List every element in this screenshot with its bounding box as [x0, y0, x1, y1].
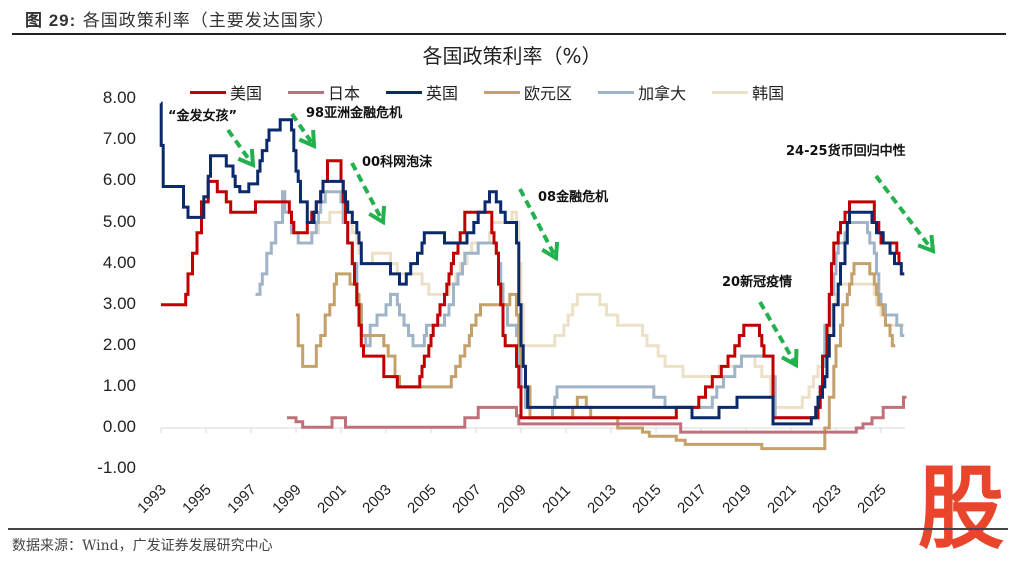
annotation-arrow: [226, 128, 255, 167]
y-tick-label: 0.00: [102, 417, 136, 436]
legend-item: 日本: [288, 80, 360, 104]
legend-swatch: [484, 90, 521, 94]
chart-title: 各国政策利率（%）: [422, 44, 602, 68]
y-tick-label: 1.00: [102, 375, 136, 395]
y-tick-label: 5.00: [102, 211, 136, 231]
arrow-head-icon: [298, 129, 317, 150]
arrow-head-icon: [368, 205, 387, 226]
legend-swatch: [288, 90, 325, 94]
y-tick-label: -1.00: [97, 458, 136, 478]
arrow-head-icon: [237, 148, 256, 169]
source-note: 数据来源：Wind，广发证券发展研究中心: [12, 538, 273, 554]
series-line-3: [296, 262, 896, 451]
annotation-arrow: [874, 174, 935, 253]
legend-label: 英国: [426, 84, 459, 103]
legend-item: 美国: [190, 80, 262, 104]
legend-item: 韩国: [712, 80, 784, 104]
chart-annotation: 20新冠疫情: [722, 275, 793, 290]
chart-annotation: 08金融危机: [538, 190, 609, 205]
chart-annotation: 24-25货币回归中性: [786, 144, 906, 159]
legend-item: 欧元区: [484, 80, 572, 104]
legend-item: 英国: [386, 80, 458, 104]
series-line-1: [287, 395, 907, 434]
legend-swatch: [386, 90, 423, 94]
arrow-head-icon: [917, 234, 936, 255]
legend-swatch: [712, 90, 749, 94]
chart-annotation: “金发女孩”: [168, 109, 238, 124]
y-tick-label: 7.00: [102, 129, 136, 149]
legend-label: 欧元区: [524, 84, 573, 103]
y-tick-label: 4.00: [102, 252, 136, 272]
legend-label: 美国: [230, 84, 263, 103]
figure-title-text: 各国政策利率（主要发达国家）: [82, 11, 335, 31]
bottom-rule: [8, 528, 1008, 530]
y-tick-label: 2.00: [102, 334, 136, 354]
annotation-arrow: [350, 162, 385, 223]
arrow-head-icon: [541, 241, 560, 262]
figure-title: 图 29: 各国政策利率（主要发达国家）: [25, 6, 335, 31]
chart-annotation: 00科网泡沫: [362, 155, 433, 170]
legend-label: 加拿大: [638, 84, 687, 103]
legend-swatch: [598, 90, 635, 94]
figure-label: 图 29:: [25, 11, 77, 30]
top-rule: [12, 33, 1006, 35]
annotation-arrow: [290, 112, 316, 148]
legend-item: 加拿大: [598, 80, 686, 104]
legend-swatch: [190, 90, 226, 94]
arrow-head-icon: [781, 348, 799, 369]
watermark-logo: 股: [918, 456, 1004, 562]
y-tick-label: 8.00: [102, 88, 136, 108]
legend-label: 日本: [328, 84, 361, 103]
y-tick-label: 6.00: [102, 170, 136, 190]
y-tick-label: 3.00: [102, 293, 136, 313]
chart-legend: 美国 日本 英国 欧元区 加拿大 韩国: [190, 80, 784, 104]
series-line-2: [159, 101, 905, 426]
legend-label: 韩国: [752, 84, 785, 103]
chart-annotation: 98亚洲金融危机: [306, 106, 403, 121]
